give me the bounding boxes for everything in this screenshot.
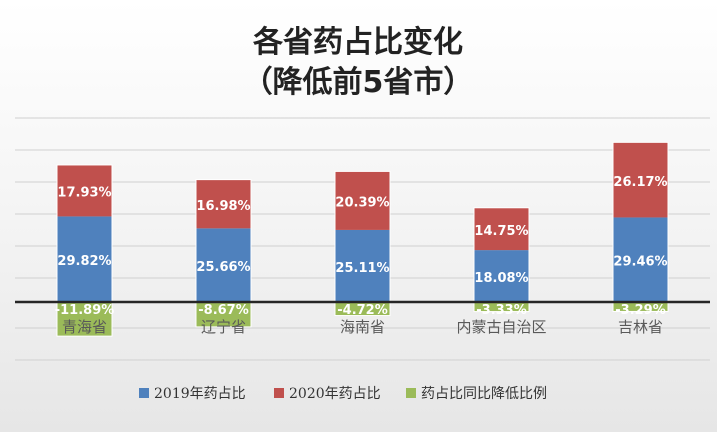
legend-swatch-1 (274, 388, 284, 398)
data-label-decrease-0: -11.89% (55, 303, 115, 318)
bar-decrease-3 (474, 302, 529, 312)
data-label-2020-4: 26.17% (613, 175, 667, 190)
category-label-1: 辽宁省 (201, 318, 246, 336)
bar-decrease-1 (196, 302, 251, 327)
legend-label-1: 2020年药占比 (289, 386, 381, 402)
data-label-2020-0: 17.93% (57, 186, 111, 201)
data-label-2019-3: 18.08% (474, 271, 528, 286)
bar-2020-2 (335, 171, 390, 230)
data-label-2020-2: 20.39% (335, 196, 389, 211)
bar-2019-2 (335, 229, 390, 302)
bar-2020-4 (613, 142, 668, 218)
category-label-4: 吉林省 (618, 318, 663, 336)
bar-outline-2 (334, 170, 391, 317)
bar-outline-3 (473, 207, 530, 313)
data-label-2020-1: 16.98% (196, 199, 250, 214)
bars-group (56, 141, 669, 337)
bar-outline-0 (56, 164, 113, 337)
bar-outline-4 (612, 141, 669, 312)
bar-decrease-4 (613, 302, 668, 312)
data-label-2019-1: 25.66% (196, 260, 250, 275)
bar-2020-1 (196, 179, 251, 229)
category-label-2: 海南省 (340, 318, 385, 336)
bar-2019-4 (613, 217, 668, 302)
chart-subtitle: （降低前5省市） (243, 65, 474, 100)
bar-decrease-2 (335, 302, 390, 316)
bar-decrease-0 (57, 302, 112, 337)
category-labels-group: 青海省 辽宁省 海南省 内蒙古自治区 吉林省 (62, 318, 663, 336)
data-label-decrease-1: -8.67% (198, 303, 249, 318)
data-label-decrease-4: -3.29% (615, 303, 666, 318)
data-label-2019-0: 29.82% (57, 254, 111, 269)
data-label-decrease-2: -4.72% (337, 303, 388, 318)
legend-label-0: 2019年药占比 (154, 386, 246, 402)
legend-swatch-2 (406, 388, 416, 398)
category-label-0: 青海省 (62, 318, 107, 336)
data-label-2019-2: 25.11% (335, 261, 389, 276)
bar-outline-1 (195, 179, 252, 328)
data-label-2019-4: 29.46% (613, 255, 667, 270)
bar-2020-3 (474, 207, 529, 251)
bar-2019-3 (474, 250, 529, 302)
bar-2020-0 (57, 164, 112, 217)
category-label-3: 内蒙古自治区 (456, 318, 546, 336)
bar-2019-1 (196, 228, 251, 302)
bar-2019-0 (57, 216, 112, 302)
data-label-decrease-3: -3.33% (476, 303, 527, 318)
chart-title: 各省药占比变化 (252, 25, 463, 60)
legend: 2019年药占比 2020年药占比 药占比同比降低比例 (139, 386, 547, 402)
legend-swatch-0 (139, 388, 149, 398)
legend-label-2: 药占比同比降低比例 (421, 386, 547, 402)
data-label-2020-3: 14.75% (474, 224, 528, 239)
data-labels-group: 29.82% 17.93% -11.89% 25.66% 16.98% -8.67% 25.… (55, 175, 668, 318)
